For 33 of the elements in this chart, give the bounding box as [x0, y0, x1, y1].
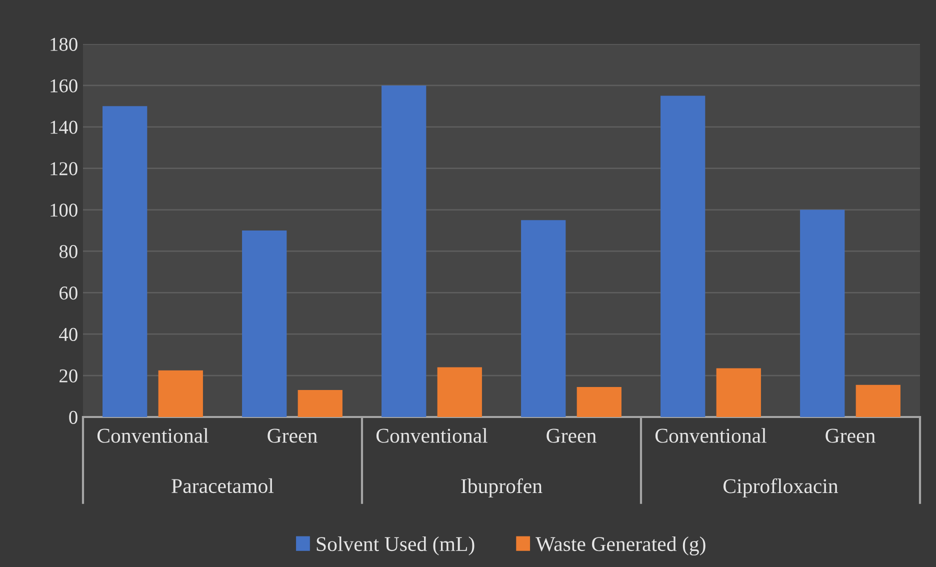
bar — [576, 386, 622, 417]
bar — [800, 210, 845, 417]
y-tick-label: 0 — [69, 410, 78, 424]
y-tick-label: 20 — [60, 369, 78, 382]
x-tick-label: Green — [268, 428, 318, 443]
bar — [716, 368, 761, 417]
bar — [158, 370, 203, 417]
x-tick-label: Conventional — [376, 428, 488, 443]
y-tick-label: 60 — [60, 286, 78, 300]
y-tick-label: 80 — [59, 245, 78, 258]
legend-label: Solvent Used (mL) — [316, 536, 474, 556]
x-tick-label: Green — [826, 428, 876, 443]
y-tick-label: 120 — [50, 162, 78, 176]
y-tick-label: 180 — [50, 38, 78, 51]
bar — [856, 384, 900, 417]
x-tick-label: Green — [546, 428, 596, 443]
bar — [521, 220, 566, 417]
x-tick-label: Conventional — [655, 428, 766, 443]
legend-label: Waste Generated (g) — [536, 536, 706, 556]
y-tick-label: 140 — [50, 120, 78, 134]
text: Ibuprofen — [461, 478, 542, 498]
bar — [298, 390, 342, 417]
x-tick-label: Conventional — [97, 428, 208, 443]
text: Ciprofloxacin — [724, 478, 838, 498]
bar — [437, 367, 482, 417]
bar — [660, 96, 706, 417]
bar — [382, 85, 426, 417]
y-tick-label: 160 — [50, 79, 78, 92]
bar — [242, 230, 287, 417]
bar — [102, 106, 148, 417]
y-tick-label: 40 — [59, 328, 78, 342]
text: Paracetamol — [172, 478, 274, 494]
y-tick-label: 100 — [50, 204, 78, 217]
